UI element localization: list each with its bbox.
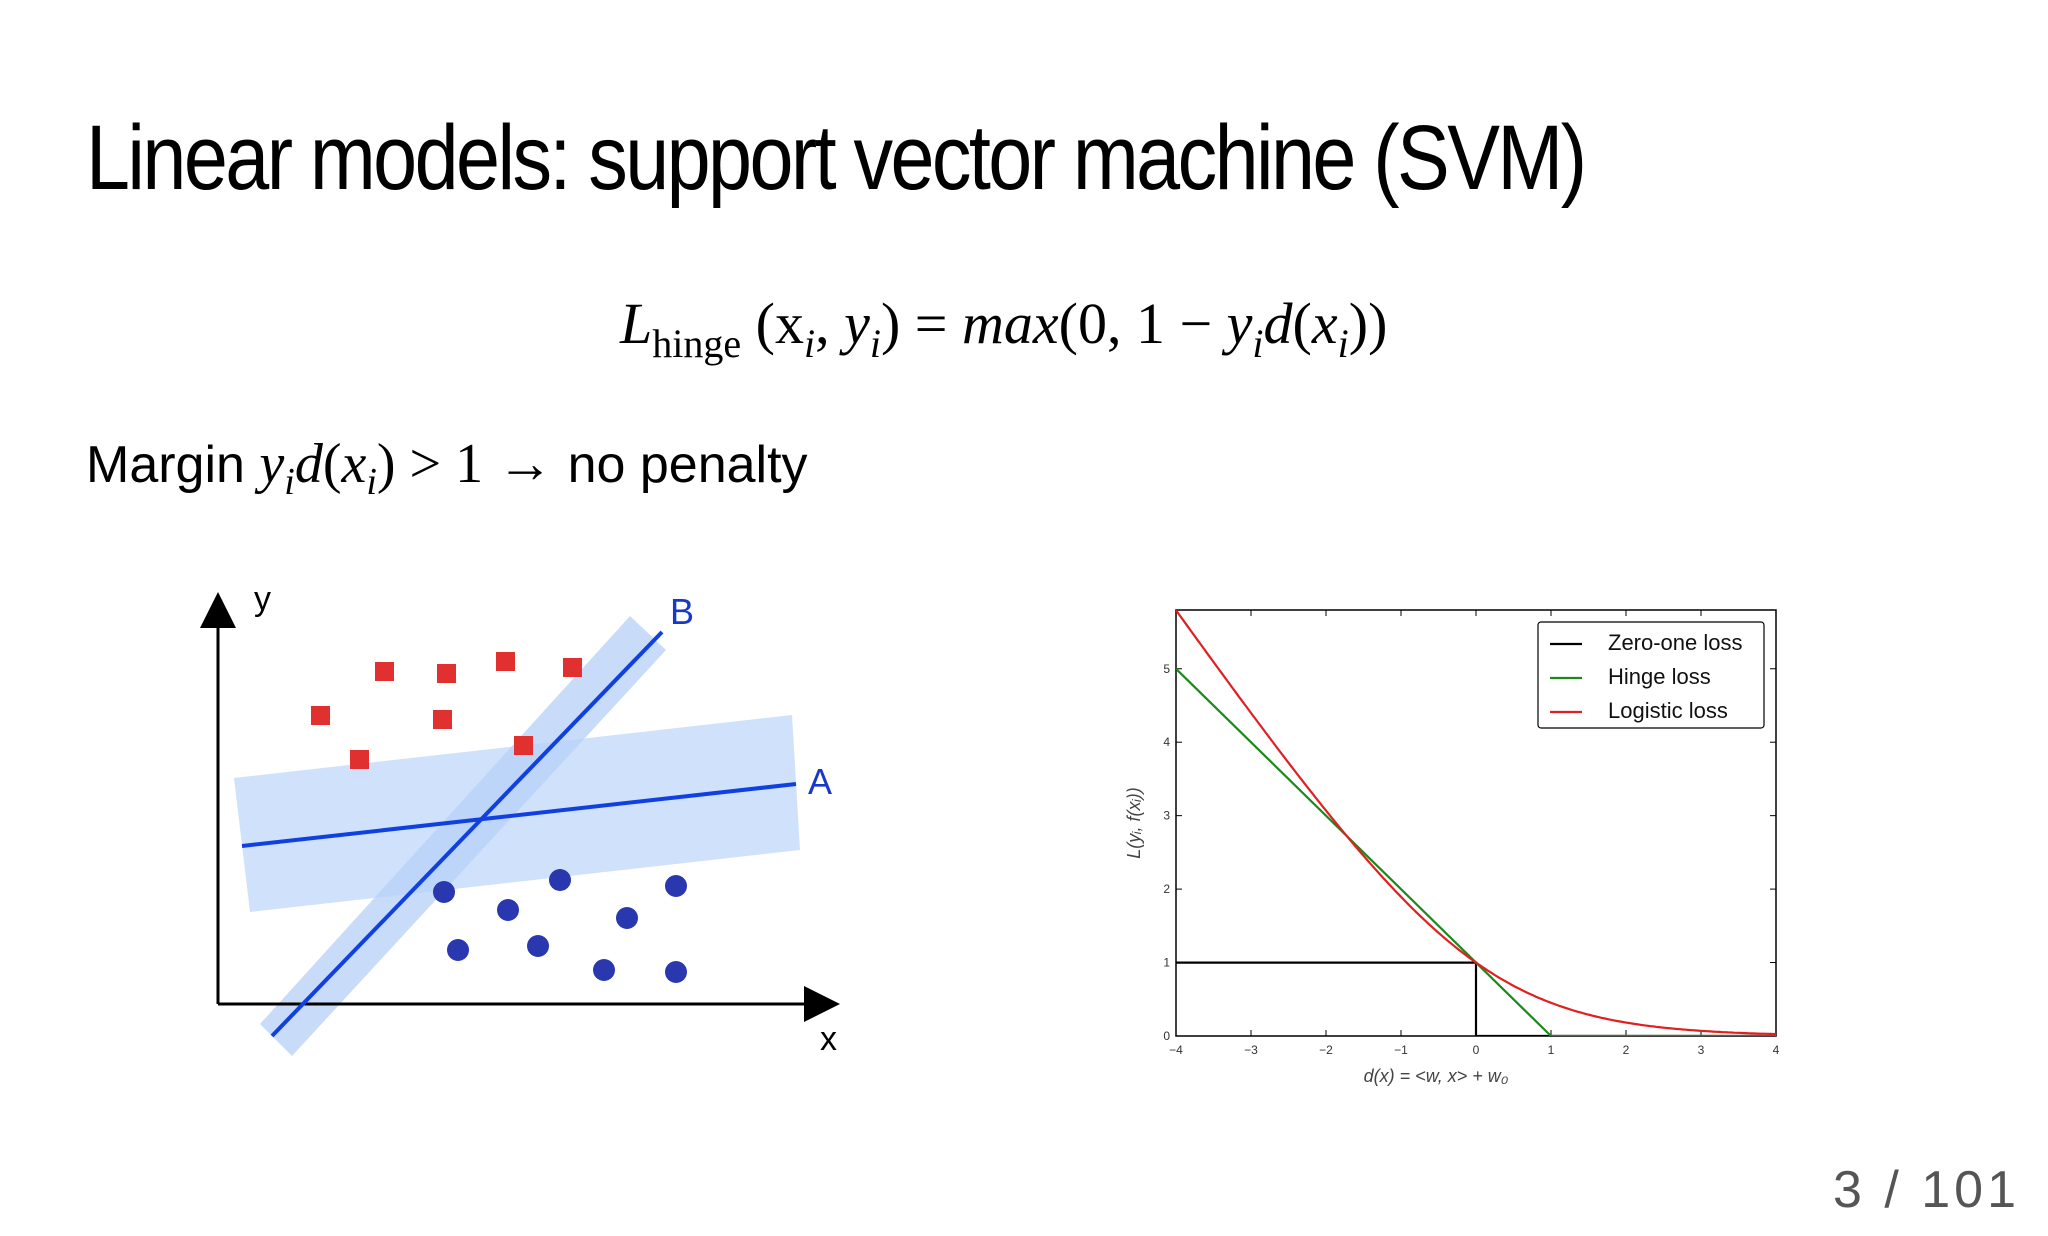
x-axis-label: d(x) = <w, x> + w₀ (1364, 1066, 1509, 1086)
axis-x-label: x (820, 1020, 837, 1058)
x-tick-label: −2 (1319, 1043, 1333, 1057)
y-tick-label: 3 (1163, 809, 1170, 823)
margin-suffix: no penalty (567, 436, 808, 494)
x-tick-label: −1 (1394, 1043, 1408, 1057)
line-b (270, 630, 664, 1038)
legend-box (1537, 621, 1765, 729)
line-b-label: B (670, 591, 694, 632)
formula-lhs-subscript: hinge (652, 321, 742, 366)
circle-point (665, 961, 687, 983)
margin-math: yid(xi) > 1 → (259, 433, 554, 503)
svm-diagram: y x A B (200, 580, 840, 1058)
circle-point (527, 935, 549, 957)
circle-point (665, 875, 687, 897)
class-circles (433, 869, 687, 983)
x-tick-label: −3 (1244, 1043, 1258, 1057)
square-point (496, 652, 515, 671)
circle-point (447, 939, 469, 961)
x-tick-label: 0 (1473, 1043, 1480, 1057)
square-point (437, 664, 456, 683)
hinge-loss-formula: Lhinge (xi, yi) = max(0, 1 − yid(xi)) (620, 290, 1387, 367)
axis-y-label: y (254, 580, 271, 618)
series-line-hinge-loss (1176, 668, 1776, 1036)
series-line-zero-one-loss (1176, 961, 1776, 1036)
legend-label: Zero-one loss (1608, 630, 1743, 655)
margin-prefix: Margin (86, 436, 245, 494)
square-point (375, 662, 394, 681)
slide-title: Linear models: support vector machine (S… (86, 107, 1587, 209)
chart-legend: Zero-one loss Hinge loss Logistic loss (1537, 621, 1765, 729)
chart-series (1176, 610, 1776, 1036)
x-tick-label: 2 (1623, 1043, 1630, 1057)
margin-statement: Margin yid(xi) > 1 → no penalty (86, 432, 808, 504)
y-tick-label: 0 (1163, 1029, 1170, 1043)
square-point (311, 706, 330, 725)
circle-point (433, 881, 455, 903)
y-axis-label: L(yᵢ, f(xᵢ)) (1124, 787, 1144, 858)
square-point (350, 750, 369, 769)
circle-point (616, 907, 638, 929)
x-tick-label: 3 (1698, 1043, 1705, 1057)
class-squares (311, 652, 582, 769)
formula-args: (xi, yi) = max(0, 1 − yid(xi)) (755, 291, 1388, 366)
x-tick-label: 1 (1548, 1043, 1555, 1057)
square-point (514, 736, 533, 755)
square-point (433, 710, 452, 729)
circle-point (549, 869, 571, 891)
x-tick-label: 4 (1773, 1043, 1780, 1057)
series-line-logistic-loss (1176, 610, 1776, 1036)
y-tick-label: 5 (1163, 662, 1170, 676)
loss-chart: −4 −3 −2 −1 0 1 2 3 4 0 1 2 3 4 5 d(x) = <w, x> + w₀ L(y… (1124, 609, 1780, 1086)
chart-axes: −4 −3 −2 −1 0 1 2 3 4 0 1 2 3 4 5 d(x) = <w, x> + w₀ L(y… (1124, 609, 1780, 1086)
y-tick-label: 1 (1163, 956, 1170, 970)
circle-point (497, 899, 519, 921)
square-point (563, 658, 582, 677)
x-tick-label: −4 (1169, 1043, 1183, 1057)
line-a (241, 782, 797, 848)
circle-point (593, 959, 615, 981)
page-number: 3 / 101 (1832, 1161, 2020, 1219)
y-tick-label: 2 (1163, 882, 1170, 896)
legend-label: Hinge loss (1608, 664, 1711, 689)
y-tick-label: 4 (1163, 735, 1170, 749)
formula-lhs: L (620, 291, 653, 356)
legend-label: Logistic loss (1608, 698, 1728, 723)
line-a-label: A (808, 761, 832, 802)
